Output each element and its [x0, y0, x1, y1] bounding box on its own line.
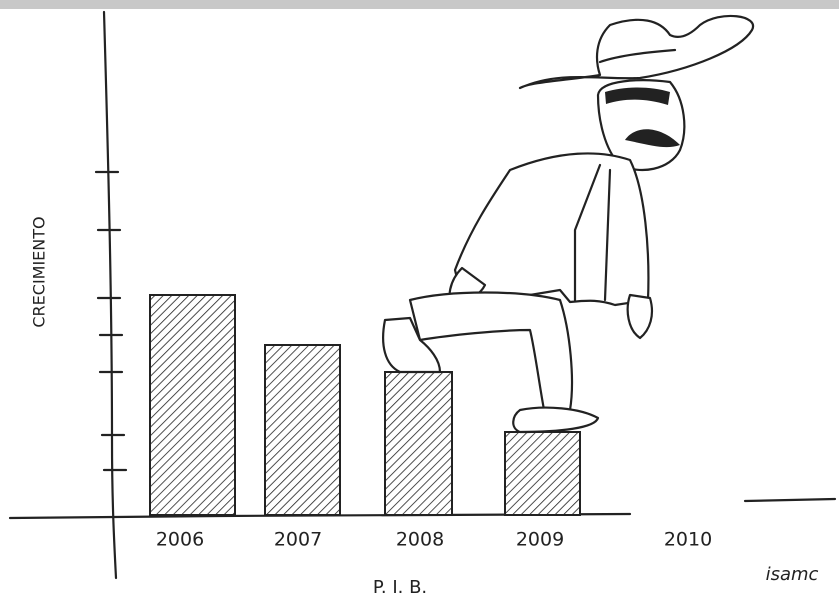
- bar: [265, 345, 340, 515]
- bar: [385, 372, 452, 515]
- bar: [150, 295, 235, 515]
- x-tick-label: 2006: [156, 529, 204, 551]
- x-tick-label: 2008: [396, 529, 444, 551]
- x-axis-continuation: [745, 499, 835, 501]
- chart: CRECIMIENTO P. I. B. isamc 2006 2007 2008 2…: [0, 0, 839, 605]
- x-tick-label: 2007: [274, 529, 322, 551]
- x-tick-label: 2010: [664, 529, 712, 551]
- top-bar: [0, 0, 839, 9]
- x-tick-label: 2009: [516, 529, 564, 551]
- bar: [505, 432, 580, 515]
- y-axis-label: CRECIMIENTO: [30, 216, 49, 327]
- x-axis-label: P. I. B.: [373, 577, 427, 598]
- signature: isamc: [766, 564, 819, 585]
- y-axis: [104, 12, 116, 578]
- cartoon-figure: [383, 16, 753, 432]
